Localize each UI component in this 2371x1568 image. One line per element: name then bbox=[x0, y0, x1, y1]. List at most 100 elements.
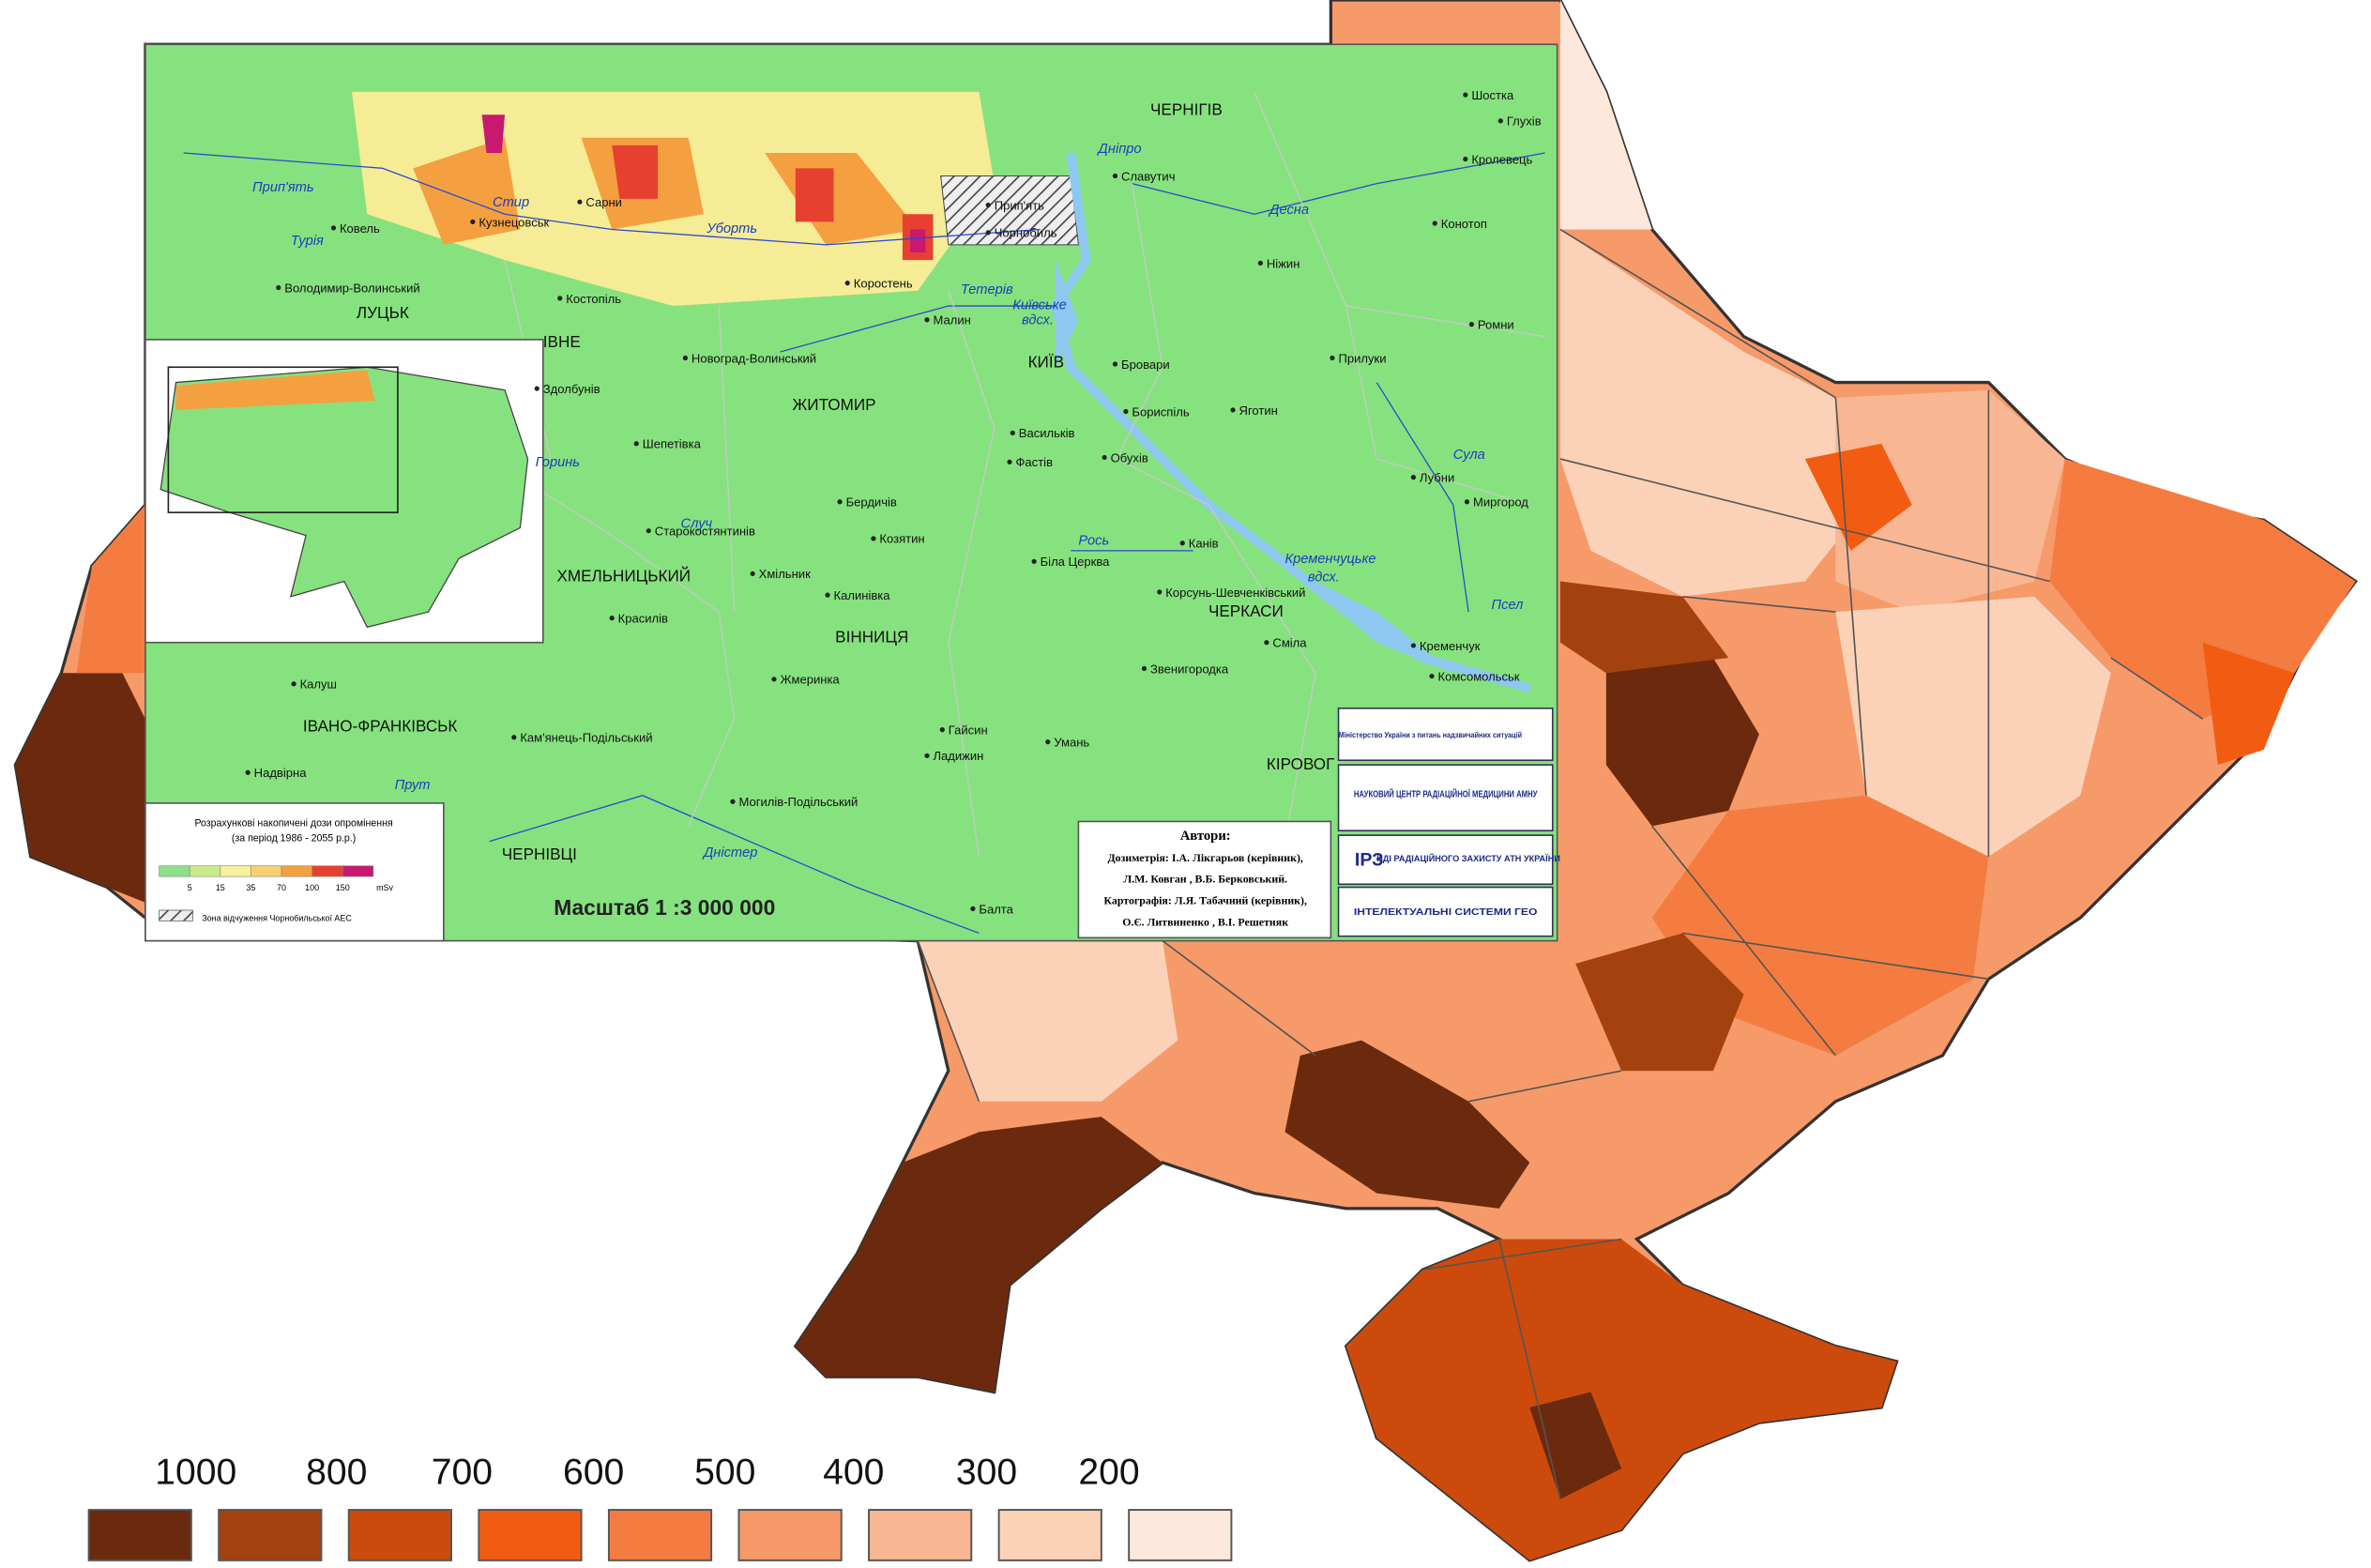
logo-text: НАУКОВИЙ ЦЕНТР РАДІАЦІЙНОЇ МЕДИЦИНИ АМНУ bbox=[1354, 788, 1538, 799]
authors-line: Дозиметрія: І.А. Лікгарьов (керівник), bbox=[1107, 851, 1302, 864]
river-label: Кременчуцьке bbox=[1284, 552, 1375, 567]
city-label: Кролевець bbox=[1471, 152, 1532, 166]
city-dot bbox=[470, 219, 476, 224]
river-label: вдсх. bbox=[1022, 313, 1054, 328]
city-label: Новоград-Волинський bbox=[692, 351, 816, 365]
river-label: Псел bbox=[1492, 598, 1524, 613]
city-dot bbox=[1112, 173, 1118, 179]
river-label: Дністер bbox=[702, 845, 757, 860]
dose-legend-swatch bbox=[220, 865, 251, 877]
logo-box bbox=[1337, 707, 1554, 762]
city-label: Надвірна bbox=[254, 766, 308, 780]
river-label: Десна bbox=[1268, 203, 1309, 218]
logo-box bbox=[1337, 764, 1554, 832]
legend-swatch bbox=[737, 1509, 843, 1561]
city-dot bbox=[1045, 739, 1051, 745]
city-dot bbox=[1157, 589, 1163, 595]
dose-legend-subtitle: (за період 1986 - 2055 р.р.) bbox=[232, 833, 356, 845]
city-label: Ромни bbox=[1478, 318, 1514, 332]
city-dot bbox=[609, 616, 615, 621]
city-label: Кременчук bbox=[1420, 639, 1481, 653]
river-label: вдсх. bbox=[1308, 570, 1340, 585]
city-dot bbox=[1031, 558, 1037, 564]
city-dot bbox=[1497, 118, 1503, 124]
city-dot bbox=[276, 284, 281, 291]
river-label: Случ bbox=[681, 516, 713, 531]
city-label: Ніжин bbox=[1267, 256, 1300, 270]
city-dot bbox=[837, 499, 843, 505]
river-label: Турія bbox=[291, 234, 324, 249]
city-dot bbox=[970, 906, 976, 911]
region-center-label: ІВНЕ bbox=[543, 333, 581, 351]
city-label: Умань bbox=[1054, 736, 1089, 750]
region bbox=[1345, 1239, 1897, 1560]
region bbox=[1559, 229, 1866, 597]
city-dot bbox=[844, 280, 850, 286]
river-label: Прут bbox=[395, 778, 431, 793]
city-dot bbox=[985, 230, 991, 236]
authors-line: Л.М. Ковган , В.Б. Берковський. bbox=[1123, 873, 1287, 886]
legend-swatch bbox=[997, 1509, 1102, 1561]
city-label: Васильків bbox=[1019, 426, 1075, 440]
city-dot bbox=[1123, 408, 1129, 415]
rivers bbox=[183, 152, 1545, 935]
city-dot bbox=[557, 296, 563, 301]
city-label: Бориспіль bbox=[1132, 404, 1189, 419]
legend-swatch bbox=[218, 1509, 323, 1561]
legend-label: 800 bbox=[306, 1452, 367, 1492]
city-dot bbox=[924, 753, 930, 758]
city-dot bbox=[1410, 475, 1417, 480]
city-label: Жмеринка bbox=[780, 673, 840, 687]
region bbox=[1835, 596, 2111, 857]
region bbox=[1605, 658, 1759, 827]
region-center-label: ЛУЦЬК bbox=[357, 304, 409, 322]
region-center-label: ЧЕРКАСИ bbox=[1208, 602, 1284, 620]
contamination-zone bbox=[612, 145, 934, 261]
city-dot bbox=[1141, 665, 1148, 672]
zone-swatch bbox=[159, 909, 193, 921]
dose-legend-swatch bbox=[281, 865, 312, 877]
logo-text: ІНТЕЛЕКТУАЛЬНІ СИСТЕМИ ГЕО bbox=[1354, 907, 1538, 918]
city-dot bbox=[750, 571, 755, 576]
legend-swatch bbox=[347, 1509, 452, 1561]
river-label: Дніпро bbox=[1097, 142, 1142, 157]
city-dot bbox=[730, 799, 736, 804]
legend-label: 200 bbox=[1078, 1452, 1139, 1492]
district-borders bbox=[917, 228, 2204, 1499]
city-label: Конотоп bbox=[1441, 217, 1487, 231]
dose-legend-tick: 35 bbox=[246, 883, 255, 892]
city-label: Канів bbox=[1189, 537, 1219, 551]
region bbox=[1559, 0, 1652, 230]
legend-label: 400 bbox=[823, 1452, 884, 1492]
city-dot bbox=[825, 592, 830, 598]
region-center-label: КИЇВ bbox=[1028, 353, 1064, 371]
legend-label: 300 bbox=[956, 1452, 1017, 1492]
legend-label: 700 bbox=[432, 1452, 493, 1492]
region bbox=[1284, 1040, 1530, 1209]
city-dot bbox=[1432, 221, 1437, 226]
city-label: Володимир-Волинський bbox=[284, 281, 419, 295]
legend-swatch bbox=[87, 1509, 192, 1561]
region-center-label: КІРОВОГ bbox=[1267, 755, 1334, 773]
city-label: Прилуки bbox=[1339, 351, 1387, 365]
dose-legend-swatch bbox=[251, 865, 282, 877]
logo-text: ІРЗ bbox=[1355, 850, 1383, 871]
city-label: Біла Церква bbox=[1041, 555, 1111, 569]
region bbox=[76, 504, 145, 674]
river-label: Рось bbox=[1078, 533, 1109, 548]
region-center-label: ЧЕРНІГІВ bbox=[1150, 100, 1223, 118]
region-center-label: ЧЕРНІВЦІ bbox=[502, 845, 577, 863]
city-label: Красилів bbox=[618, 612, 668, 626]
region bbox=[1559, 581, 1729, 674]
river-label: Горинь bbox=[536, 455, 580, 470]
city-label: Ковель bbox=[340, 221, 380, 236]
city-label: Старокостянтинів bbox=[655, 525, 755, 539]
city-dot bbox=[1464, 499, 1470, 505]
region bbox=[918, 940, 1178, 1102]
city-dot bbox=[1429, 673, 1435, 679]
city-dot bbox=[1264, 640, 1269, 646]
city-dot bbox=[245, 769, 251, 775]
authors-title: Автори: bbox=[1180, 829, 1231, 844]
dose-legend-tick: 150 bbox=[336, 883, 350, 892]
